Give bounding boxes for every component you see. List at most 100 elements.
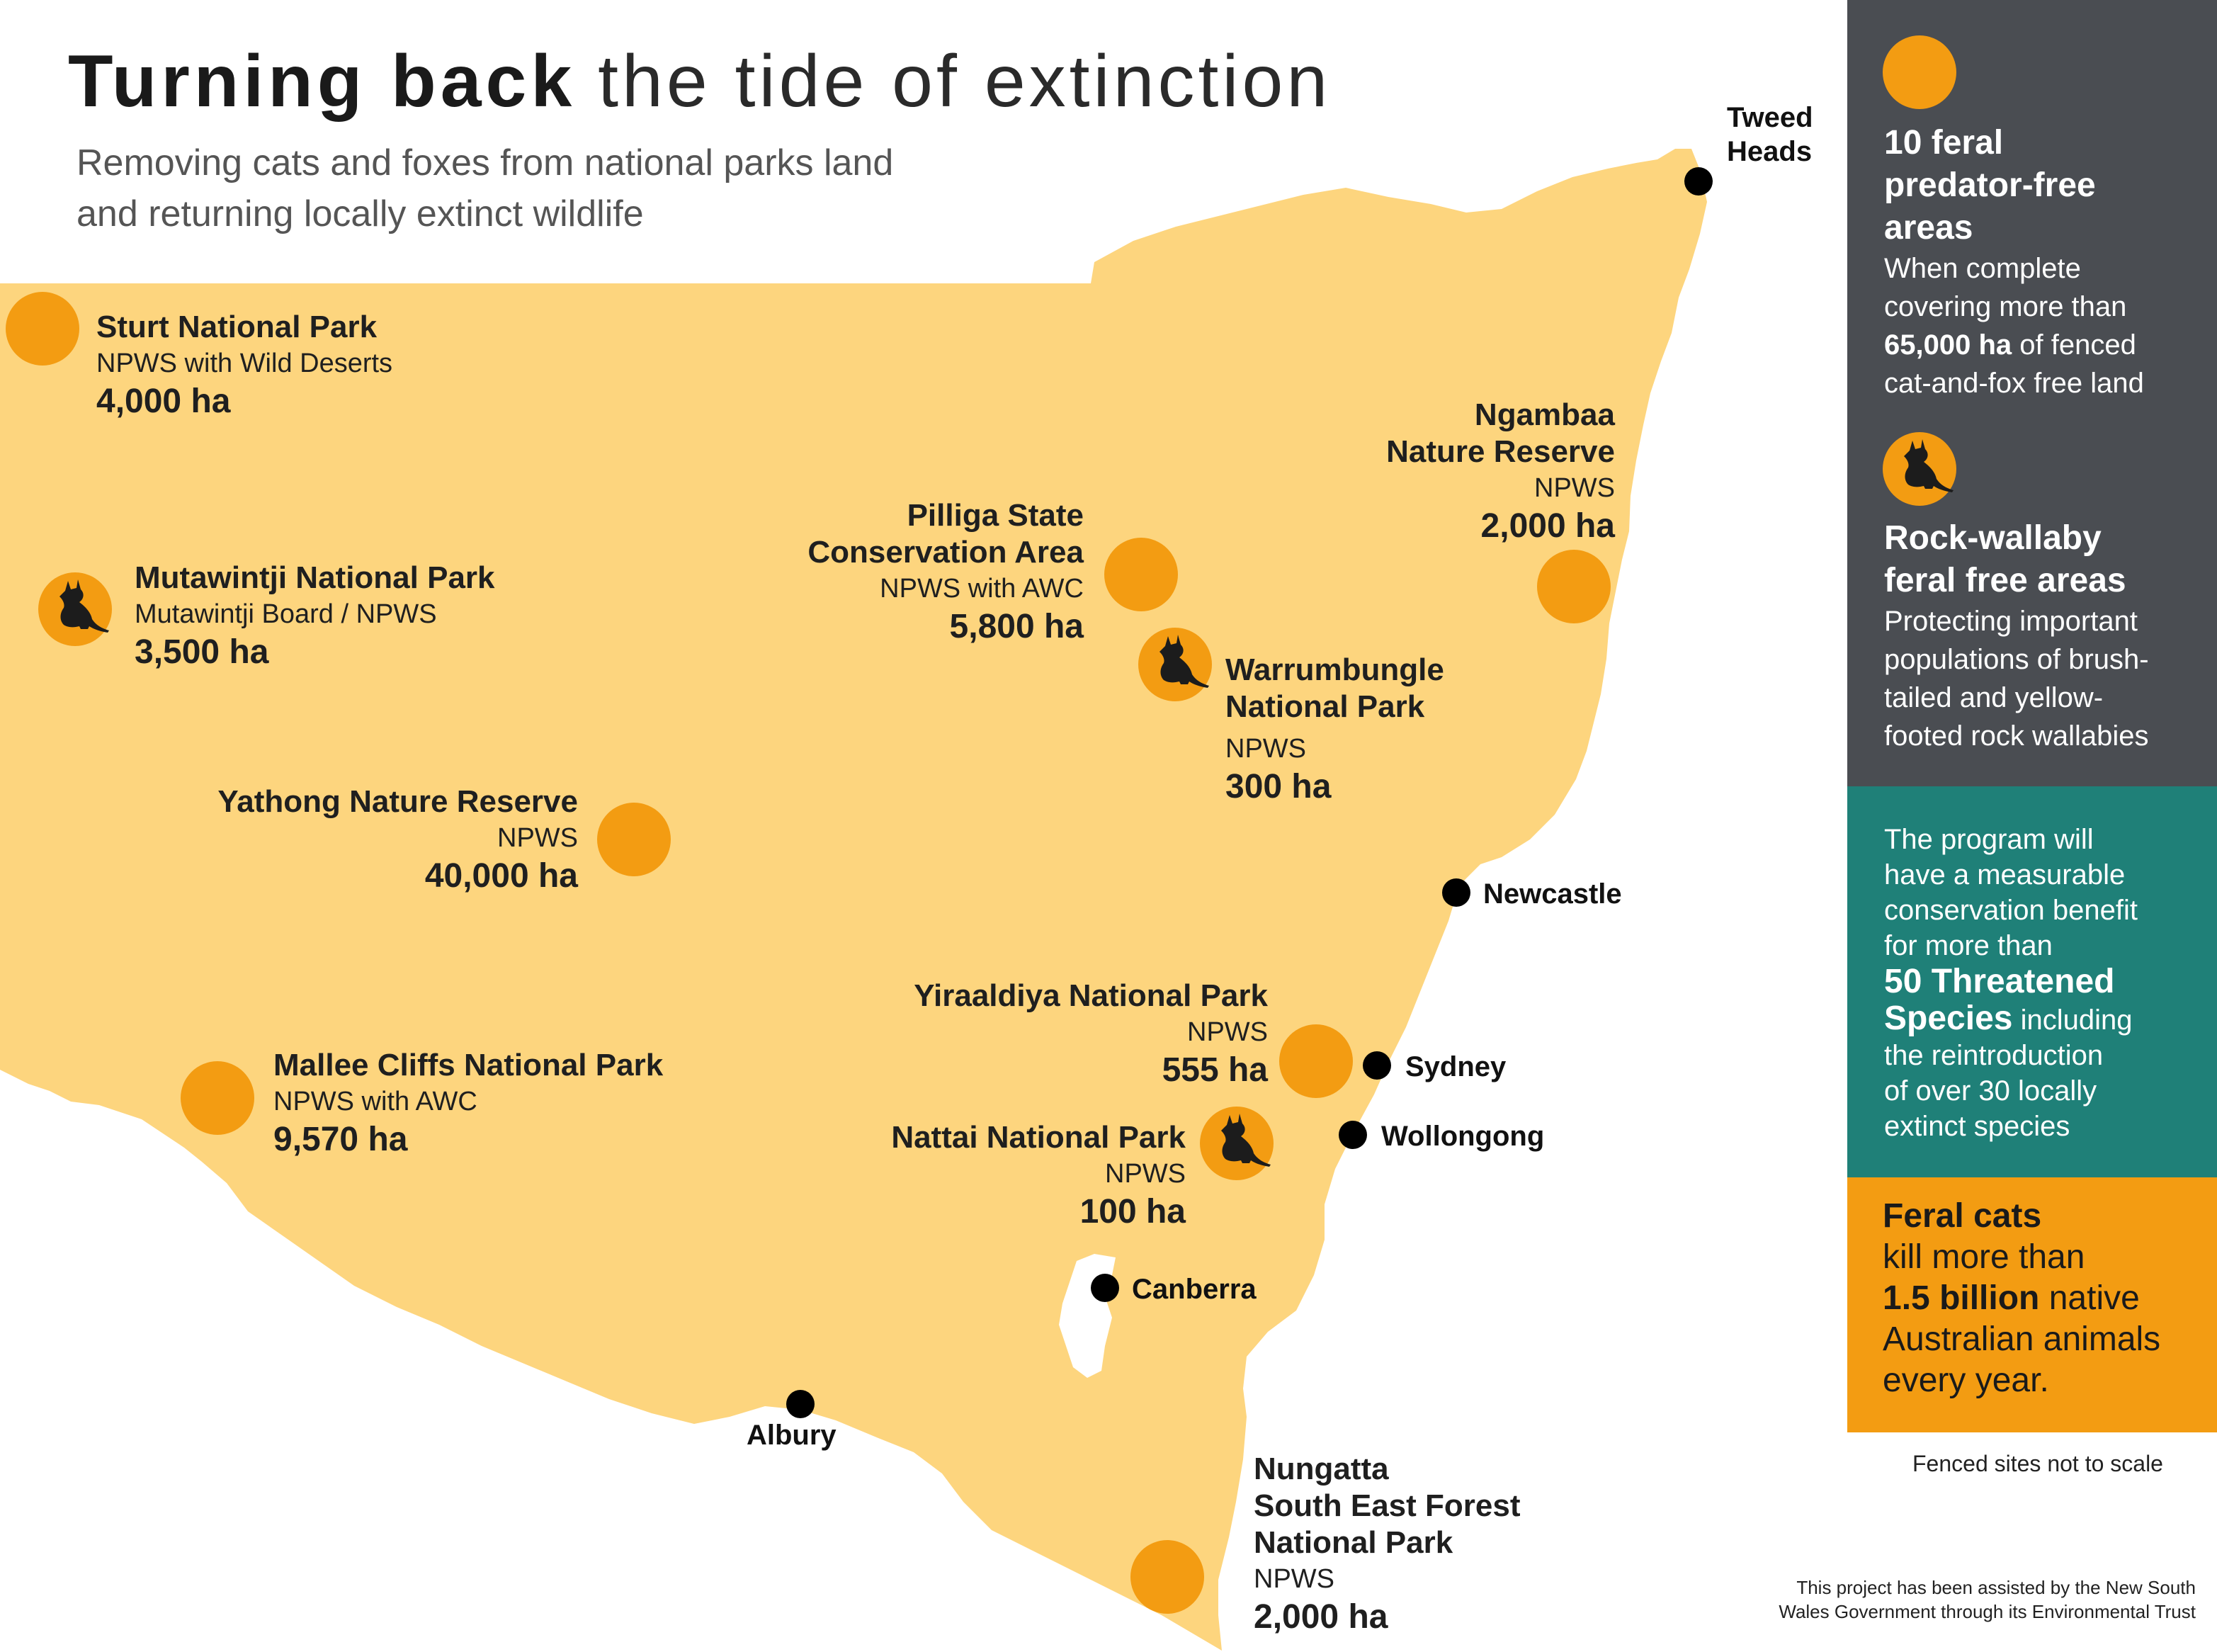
predator-free-body-4: cat-and-fox free land xyxy=(1884,368,2144,399)
title-bold: Turning back xyxy=(68,40,577,123)
site-org: NPWS xyxy=(1187,1017,1268,1047)
rock-wallaby-heading-2: feral free areas xyxy=(1884,562,2126,599)
site-pilliga: Pilliga State Conservation Area NPWS wit… xyxy=(708,497,1084,647)
city-newcastle: Newcastle xyxy=(1483,878,1622,910)
site-name: Mutawintji National Park xyxy=(135,560,495,595)
site-org: NPWS xyxy=(497,823,578,853)
site-name-line-1: Warrumbungle xyxy=(1225,652,1444,687)
feral-cats-native: native xyxy=(2039,1279,2140,1317)
program-text: The program will have a measurable conse… xyxy=(1884,822,2138,1144)
program-line-2: have a measurable xyxy=(1884,859,2126,890)
program-species-line: Species including xyxy=(1884,1000,2138,1038)
wollongong-dot xyxy=(1339,1121,1367,1149)
predator-free-body-2: covering more than xyxy=(1884,291,2127,322)
sturt-marker xyxy=(6,292,79,366)
subtitle-line-1: Removing cats and foxes from national pa… xyxy=(76,142,894,183)
predator-free-heading-1: 10 feral xyxy=(1884,124,2004,162)
site-area: 4,000 ha xyxy=(96,383,231,420)
program-line-7: of over 30 locally xyxy=(1884,1075,2097,1107)
site-org: NPWS with Wild Deserts xyxy=(96,349,393,378)
predator-free-body-1: When complete xyxy=(1884,253,2081,284)
program-line-1: The program will xyxy=(1884,824,2094,855)
site-yathong: Yathong Nature Reserve NPWS 40,000 ha xyxy=(142,783,578,897)
city-label-line-2: Heads xyxy=(1727,136,1813,167)
site-org: NPWS xyxy=(1225,734,1306,764)
site-name: Yiraaldiya National Park xyxy=(914,978,1268,1013)
title-rest: the tide of extinction xyxy=(598,40,1332,123)
site-nungatta: Nungatta South East Forest National Park… xyxy=(1254,1451,1521,1638)
feral-cats-line-4: every year. xyxy=(1883,1362,2049,1399)
program-line-6: the reintroduction xyxy=(1884,1040,2104,1071)
predator-free-body-3-rest: of fenced xyxy=(2012,329,2136,361)
yathong-marker xyxy=(597,803,671,876)
site-name: Yathong Nature Reserve xyxy=(217,784,578,819)
rock-wallaby-heading-1: Rock-wallaby xyxy=(1884,519,2102,557)
warrumbungle-marker xyxy=(1138,628,1212,701)
panel-predator-free: 10 feral predator-free areas When comple… xyxy=(1847,0,2217,786)
rock-wallaby-text: Rock-wallaby feral free areas Protecting… xyxy=(1884,517,2149,755)
program-line-3: conservation benefit xyxy=(1884,895,2138,926)
site-name-line-2: National Park xyxy=(1225,689,1425,724)
credit-line-1: This project has been assisted by the Ne… xyxy=(1796,1577,2196,1598)
yiraaldiya-marker xyxy=(1279,1024,1353,1098)
city-albury: Albury xyxy=(747,1420,837,1451)
scale-note: Fenced sites not to scale xyxy=(1912,1451,2163,1476)
tweed-heads-dot xyxy=(1684,167,1713,196)
program-line-4: for more than xyxy=(1884,930,2053,961)
rock-wallaby-body-2: populations of brush- xyxy=(1884,644,2149,675)
city-label-line-1: Tweed xyxy=(1727,102,1813,133)
site-name-line-2: Nature Reserve xyxy=(1386,434,1615,469)
city-tweed-heads: Tweed Heads xyxy=(1727,101,1813,169)
wallaby-icon xyxy=(1883,432,1956,506)
site-area: 300 ha xyxy=(1225,768,1332,805)
predator-free-area: 65,000 ha xyxy=(1884,329,2012,361)
site-mallee: Mallee Cliffs National Park NPWS with AW… xyxy=(273,1047,663,1160)
city-sydney: Sydney xyxy=(1405,1051,1507,1082)
sydney-dot xyxy=(1363,1051,1391,1080)
site-ngambaa: Ngambaa Nature Reserve NPWS 2,000 ha xyxy=(1261,397,1615,547)
site-org: NPWS xyxy=(1534,473,1615,503)
program-threatened: 50 Threatened xyxy=(1884,963,2115,1000)
site-name-line-3: National Park xyxy=(1254,1525,1453,1560)
site-name-line-1: Nungatta xyxy=(1254,1452,1389,1486)
site-area: 100 ha xyxy=(1079,1193,1186,1230)
site-name: Nattai National Park xyxy=(891,1120,1186,1155)
predator-free-body-3: 65,000 ha of fenced xyxy=(1884,326,2144,364)
panel-feral-cats: Feral cats kill more than 1.5 billion na… xyxy=(1847,1177,2217,1432)
albury-dot xyxy=(786,1390,815,1418)
canberra-dot xyxy=(1091,1274,1119,1302)
mallee-marker xyxy=(181,1061,254,1135)
site-warrumbungle: Warrumbungle National Park NPWS 300 ha xyxy=(1225,652,1444,808)
site-name: Sturt National Park xyxy=(96,310,378,344)
rock-wallaby-body-3: tailed and yellow- xyxy=(1884,682,2104,713)
site-name-line-2: South East Forest xyxy=(1254,1488,1521,1523)
feral-cats-line-3: Australian animals xyxy=(1883,1320,2161,1358)
site-sturt: Sturt National Park NPWS with Wild Deser… xyxy=(96,309,392,422)
rock-wallaby-body-1: Protecting important xyxy=(1884,606,2138,637)
program-line-8: extinct species xyxy=(1884,1111,2070,1142)
nattai-marker xyxy=(1200,1107,1274,1180)
site-area: 40,000 ha xyxy=(424,857,578,895)
feral-cats-count: 1.5 billion xyxy=(1883,1279,2040,1317)
page-title: Turning back the tide of extinction xyxy=(68,41,1331,122)
site-area: 9,570 ha xyxy=(273,1121,408,1158)
credit-line-2: Wales Government through its Environment… xyxy=(1779,1601,2196,1622)
site-nattai: Nattai National Park NPWS 100 ha xyxy=(779,1119,1186,1233)
program-including: including xyxy=(2012,1005,2133,1036)
site-area: 2,000 ha xyxy=(1254,1598,1388,1636)
city-canberra: Canberra xyxy=(1132,1274,1257,1305)
credit-note: This project has been assisted by the Ne… xyxy=(1700,1575,2196,1624)
predator-free-heading-3: areas xyxy=(1884,209,1973,247)
site-org: NPWS xyxy=(1254,1564,1334,1594)
site-area: 2,000 ha xyxy=(1480,507,1615,545)
site-name-line-1: Ngambaa xyxy=(1474,397,1615,432)
site-area: 3,500 ha xyxy=(135,633,269,671)
orange-circle-icon xyxy=(1883,35,1956,109)
feral-cats-text: Feral cats kill more than 1.5 billion na… xyxy=(1883,1196,2160,1401)
site-mutawintji: Mutawintji National Park Mutawintji Boar… xyxy=(135,560,495,673)
feral-cats-line-2: 1.5 billion native xyxy=(1883,1278,2160,1319)
newcastle-dot xyxy=(1442,878,1470,907)
page-subtitle: Removing cats and foxes from national pa… xyxy=(76,137,1068,239)
program-species: Species xyxy=(1884,1000,2013,1037)
